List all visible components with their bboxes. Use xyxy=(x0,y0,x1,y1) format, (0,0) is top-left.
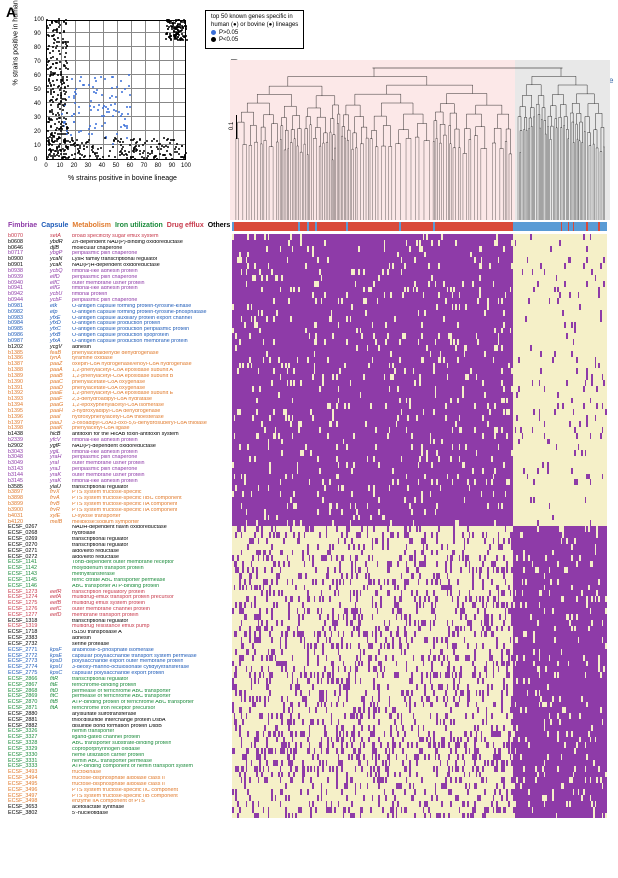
legend-black-text: P<0.05 xyxy=(219,38,238,44)
host-bar xyxy=(232,222,610,231)
dendrogram-svg xyxy=(230,60,610,220)
scatter-plot xyxy=(46,20,186,160)
scale-bar: 0.1 xyxy=(236,115,237,139)
scale-label: 0.1 xyxy=(229,122,235,130)
scatter-plot-container: % strains positive in human lineage % st… xyxy=(18,12,198,202)
scatter-ylabel: % strains positive in human lineage xyxy=(13,0,20,86)
gene-list: b0070setAbroad specificity sugar efflux … xyxy=(8,234,230,817)
gene-row: ECSF_38025'-nucleotidase xyxy=(8,811,230,817)
category-header: FimbriaeCapsuleMetabolismIron utilizatio… xyxy=(8,222,234,229)
legend-dot-blue xyxy=(211,30,216,35)
legend-dot-black xyxy=(211,37,216,42)
scatter-xlabel: % strains positive in bovine lineage xyxy=(68,175,177,182)
legend-title: top 50 known genes specific inhuman (●) … xyxy=(211,14,298,30)
scatter-legend: top 50 known genes specific inhuman (●) … xyxy=(205,10,304,49)
legend-blue-text: P>0.05 xyxy=(219,30,238,36)
dendrogram xyxy=(230,60,610,220)
heatmap xyxy=(232,234,610,818)
heatmap-row xyxy=(232,813,610,819)
